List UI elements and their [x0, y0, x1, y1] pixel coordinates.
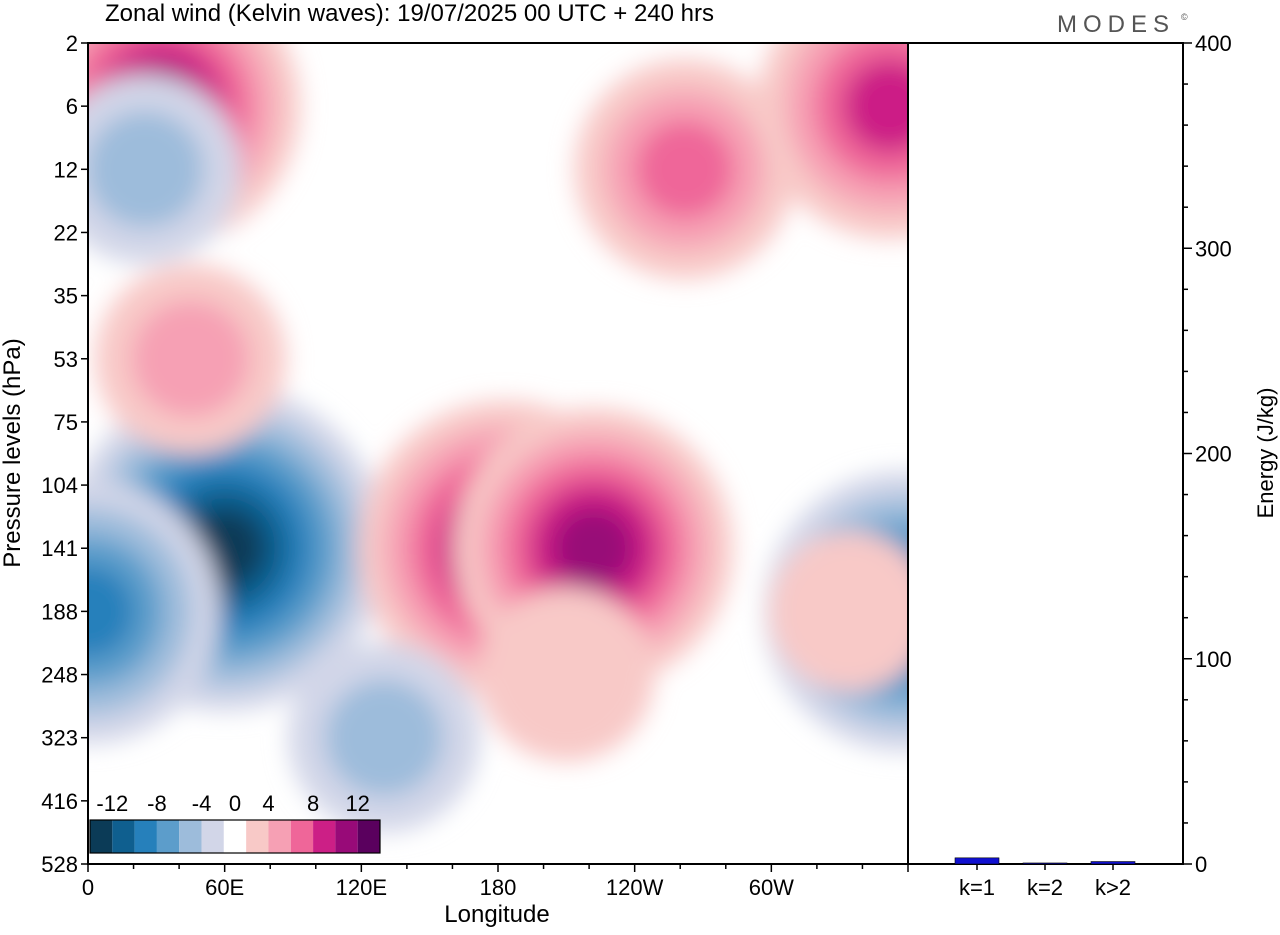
x-axis-label: Longitude: [444, 901, 549, 928]
color-swatch: [134, 820, 157, 853]
y-tick-label: 22: [54, 220, 78, 245]
wind-contour: [88, 111, 204, 228]
y-tick-label: 416: [41, 789, 78, 814]
logo-text: MODES: [1057, 11, 1175, 38]
wind-contour: [553, 508, 634, 589]
x-tick-label: 180: [480, 875, 517, 900]
y-tick-label: 188: [41, 599, 78, 624]
color-swatch: [179, 820, 202, 853]
colorbar-label: -8: [147, 791, 167, 816]
y-axis-label: Pressure levels (hPa): [0, 338, 26, 567]
color-swatch: [268, 820, 291, 853]
wind-contour: [325, 679, 443, 796]
energy-tick-label: 0: [1195, 852, 1207, 877]
energy-tick-label: 400: [1195, 31, 1232, 56]
wind-feature: [88, 74, 241, 265]
y-tick-label: 141: [41, 536, 78, 561]
wind-contour: [88, 565, 134, 658]
energy-bar: [1090, 861, 1136, 865]
chart-title: Zonal wind (Kelvin waves): 19/07/2025 00…: [105, 0, 714, 27]
colorbar-label: 8: [307, 791, 319, 816]
wind-feature: [94, 264, 287, 454]
wind-feature: [288, 642, 480, 833]
color-swatch: [156, 820, 180, 853]
wind-contour: [769, 531, 908, 691]
color-swatch: [290, 820, 314, 853]
x-tick-label: 120E: [336, 875, 387, 900]
logo-mark: ©: [1181, 12, 1188, 22]
color-swatch: [335, 820, 358, 853]
energy-category-label: k=1: [959, 875, 995, 900]
energy-bar: [1022, 862, 1068, 865]
colorbar-label: 4: [262, 791, 274, 816]
colorbar-frame: [89, 819, 381, 854]
colorbar-label: 12: [345, 791, 369, 816]
color-swatch: [246, 820, 269, 853]
color-swatch: [357, 820, 380, 853]
color-swatch: [90, 820, 113, 853]
wind-feature: [769, 531, 908, 691]
wind-anomaly-field: [88, 43, 908, 833]
energy-tick-label: 100: [1195, 647, 1232, 672]
x-tick-label: 60E: [205, 875, 244, 900]
x-tick-label: 0: [82, 875, 94, 900]
energy-bar: [954, 857, 1000, 865]
wind-feature: [757, 43, 908, 239]
y-tick-label: 248: [41, 663, 78, 688]
color-swatch: [201, 820, 224, 853]
y-tick-label: 6: [66, 94, 78, 119]
longitude-axis: 0 60E 120E 180 120W 60W: [82, 864, 909, 900]
color-swatch: [112, 820, 135, 853]
energy-tick-label: 200: [1195, 442, 1232, 467]
color-swatch: [313, 820, 336, 853]
y-tick-label: 35: [54, 284, 78, 309]
wind-feature: [574, 59, 796, 280]
y-tick-label: 528: [41, 852, 78, 877]
modes-logo: MODES ©: [1057, 11, 1188, 38]
y-tick-label: 2: [66, 31, 78, 56]
energy-category-label: k=2: [1027, 875, 1063, 900]
color-scale: -12 -8 -4 0 4 8 12: [89, 791, 381, 854]
color-swatch: [223, 820, 247, 853]
y-tick-label: 104: [41, 473, 78, 498]
colorbar-label: -4: [192, 791, 212, 816]
energy-category-label: k>2: [1095, 875, 1131, 900]
energy-frame: [907, 42, 1184, 865]
y-tick-label: 53: [54, 347, 78, 372]
y-tick-label: 323: [41, 726, 78, 751]
pressure-axis: 2 6 12 22 35 53 75 104 141 188 248 323 416 528: [41, 31, 88, 877]
wind-feature: [477, 587, 655, 762]
y-tick-label: 75: [54, 410, 78, 435]
heatmap-panel: [88, 43, 908, 833]
energy-panel: 0 100 200 300 400 k=1 k=2 k>2: [907, 31, 1232, 900]
wind-contour: [635, 120, 734, 219]
energy-axis-label: Energy (J/kg): [1253, 388, 1278, 519]
wind-feature: [88, 478, 221, 744]
energy-tick-label: 300: [1195, 236, 1232, 261]
colorbar-label: -12: [96, 791, 128, 816]
colorbar-label: 0: [229, 791, 241, 816]
x-tick-label: 60W: [749, 875, 794, 900]
wind-contour: [131, 300, 250, 418]
x-tick-label: 120W: [606, 875, 664, 900]
wind-contour: [477, 587, 655, 762]
wind-contour: [843, 60, 908, 153]
y-tick-label: 12: [54, 157, 78, 182]
